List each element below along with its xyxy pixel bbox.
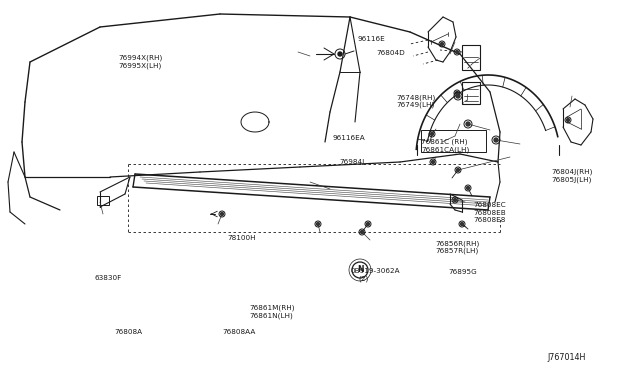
Text: 76808AA: 76808AA <box>223 329 256 335</box>
Circle shape <box>454 199 456 202</box>
Text: 76861N(LH): 76861N(LH) <box>250 312 293 319</box>
Text: 76808E8: 76808E8 <box>474 217 506 223</box>
Text: 96116EA: 96116EA <box>333 135 365 141</box>
Circle shape <box>566 119 570 122</box>
Text: 76804J(RH): 76804J(RH) <box>552 169 593 175</box>
Circle shape <box>440 42 444 45</box>
Text: 76808EB: 76808EB <box>474 210 506 216</box>
Circle shape <box>456 94 460 98</box>
Text: 76857R(LH): 76857R(LH) <box>435 248 479 254</box>
Text: 76805J(LH): 76805J(LH) <box>552 176 592 183</box>
Text: 76808A: 76808A <box>114 329 142 335</box>
Circle shape <box>221 212 223 215</box>
Bar <box>462 45 480 70</box>
Text: 76861C (RH): 76861C (RH) <box>421 139 468 145</box>
Text: (2): (2) <box>358 275 369 282</box>
Text: 0B919-3062A: 0B919-3062A <box>351 268 401 274</box>
Circle shape <box>456 169 460 171</box>
Circle shape <box>461 222 463 225</box>
Text: 96116E: 96116E <box>357 36 385 42</box>
Text: 63830F: 63830F <box>95 275 122 281</box>
Circle shape <box>456 92 458 94</box>
Text: 76804D: 76804D <box>376 50 405 56</box>
Text: 76748(RH): 76748(RH) <box>397 94 436 101</box>
Text: 76984J: 76984J <box>339 159 364 165</box>
Circle shape <box>431 132 433 135</box>
Text: J767014H: J767014H <box>547 353 586 362</box>
Text: 76808EC: 76808EC <box>474 202 506 208</box>
Circle shape <box>456 51 458 54</box>
Text: 76895G: 76895G <box>448 269 477 275</box>
Circle shape <box>317 222 319 225</box>
Circle shape <box>431 160 435 164</box>
Bar <box>97 196 109 205</box>
Text: 76995X(LH): 76995X(LH) <box>118 62 162 69</box>
Bar <box>462 82 480 104</box>
Circle shape <box>338 52 342 56</box>
Text: 76861CA(LH): 76861CA(LH) <box>421 146 469 153</box>
Circle shape <box>466 122 470 126</box>
Text: 76749(LH): 76749(LH) <box>397 102 435 108</box>
Text: 76861M(RH): 76861M(RH) <box>250 305 295 311</box>
Text: 76994X(RH): 76994X(RH) <box>118 54 163 61</box>
Bar <box>421 130 486 152</box>
Text: N: N <box>356 266 364 275</box>
Circle shape <box>494 138 498 142</box>
Text: 76856R(RH): 76856R(RH) <box>435 240 479 247</box>
Circle shape <box>367 222 369 225</box>
Circle shape <box>360 231 364 234</box>
Text: 78100H: 78100H <box>227 235 256 241</box>
Circle shape <box>467 186 470 189</box>
